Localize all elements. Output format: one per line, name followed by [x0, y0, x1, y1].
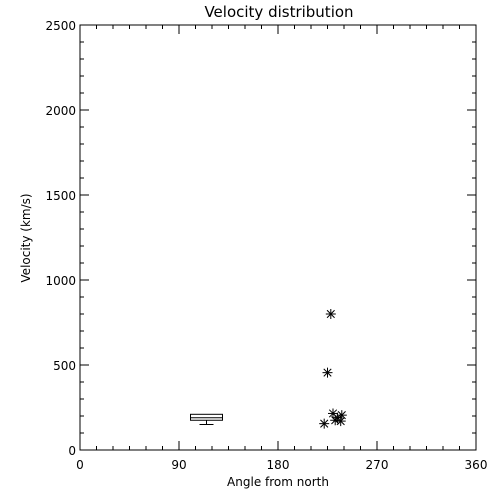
data-point [325, 309, 336, 319]
x-tick-label: 90 [171, 458, 186, 472]
data-points [319, 309, 347, 429]
data-point [319, 418, 330, 429]
boxplot [190, 413, 223, 425]
y-tick-label: 500 [53, 359, 76, 373]
point-stroke [320, 419, 329, 428]
y-tick-label: 0 [68, 444, 76, 458]
x-axis-label: Angle from north [227, 475, 329, 489]
x-tick-label: 270 [366, 458, 389, 472]
y-tick-labels: 0 500 1000 1500 2000 2500 [45, 19, 76, 458]
y-tick-label: 2500 [45, 19, 76, 33]
x-tick-label: 180 [267, 458, 290, 472]
point-stroke [328, 409, 338, 418]
chart-title: Velocity distribution [204, 3, 353, 21]
axis-ticks [79, 24, 477, 451]
y-tick-label: 1500 [45, 189, 76, 203]
x-tick-label: 360 [465, 458, 488, 472]
y-tick-label: 1000 [45, 274, 76, 288]
x-tick-labels: 0 90 180 270 360 [76, 458, 487, 472]
point-stroke [326, 309, 335, 319]
data-point [335, 416, 346, 427]
y-axis-label: Velocity (km/s) [19, 193, 33, 282]
x-tick-label: 0 [76, 458, 84, 472]
y-tick-label: 2000 [45, 104, 76, 118]
point-stroke [336, 416, 345, 426]
point-stroke [323, 368, 332, 377]
data-point [322, 367, 333, 378]
plot-frame [79, 24, 477, 451]
